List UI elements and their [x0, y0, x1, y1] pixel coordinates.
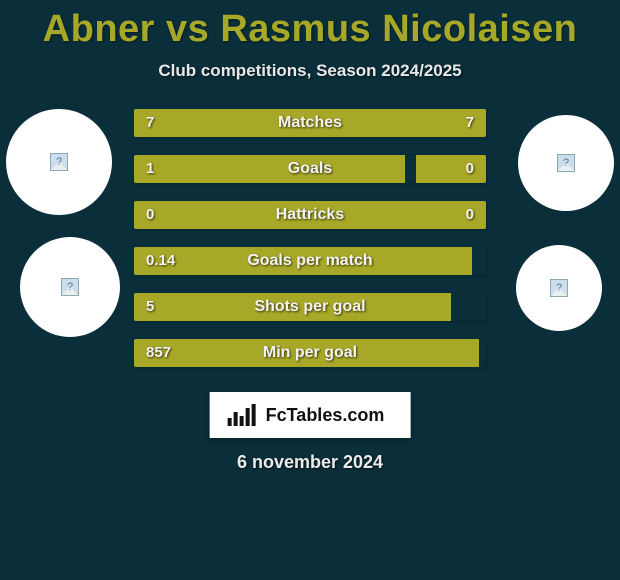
stat-bar-left — [134, 293, 451, 321]
stat-bar-left — [134, 201, 310, 229]
player-left-photo-primary — [6, 109, 112, 215]
broken-image-icon — [50, 153, 68, 171]
stat-bar-right — [310, 201, 486, 229]
stat-bar-left — [134, 155, 405, 183]
stat-bar-track — [134, 201, 486, 229]
comparison-panel: Matches77 Goals10 Hattricks00 Goals per mat… — [0, 109, 620, 369]
bar-chart-icon — [228, 404, 256, 426]
player-right-photo-secondary — [516, 245, 602, 331]
stat-bar-right — [310, 109, 486, 137]
stat-bar-left — [134, 247, 472, 275]
stat-row: Goals10 — [134, 155, 486, 183]
stat-row: Min per goal857 — [134, 339, 486, 367]
stat-row: Shots per goal5 — [134, 293, 486, 321]
source-badge: FcTables.com — [210, 392, 411, 438]
page-title: Abner vs Rasmus Nicolaisen — [0, 0, 620, 51]
stat-row: Hattricks00 — [134, 201, 486, 229]
source-badge-text: FcTables.com — [266, 405, 385, 426]
stat-bar-track — [134, 339, 486, 367]
broken-image-icon — [557, 154, 575, 172]
broken-image-icon — [550, 279, 568, 297]
stat-bar-track — [134, 293, 486, 321]
stat-bar-track — [134, 247, 486, 275]
stat-bar-left — [134, 109, 310, 137]
player-right-photo-primary — [518, 115, 614, 211]
stat-bar-track — [134, 155, 486, 183]
broken-image-icon — [61, 278, 79, 296]
stat-row: Goals per match0.14 — [134, 247, 486, 275]
stat-bar-track — [134, 109, 486, 137]
stat-bar-list: Matches77 Goals10 Hattricks00 Goals per mat… — [134, 109, 486, 385]
subtitle: Club competitions, Season 2024/2025 — [0, 61, 620, 81]
stat-bar-left — [134, 339, 479, 367]
stat-row: Matches77 — [134, 109, 486, 137]
player-left-photo-secondary — [20, 237, 120, 337]
date-label: 6 november 2024 — [0, 452, 620, 473]
stat-bar-right — [416, 155, 486, 183]
